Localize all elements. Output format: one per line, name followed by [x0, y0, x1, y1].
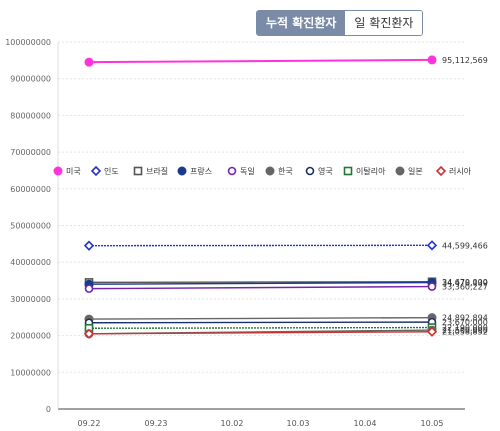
legend-marker	[90, 165, 102, 177]
legend-marker	[227, 166, 237, 176]
series-line-3	[88, 281, 433, 284]
daily-cases-tab[interactable]: 일 확진환자	[345, 11, 423, 35]
y-tick-label: 20000000	[10, 332, 51, 341]
y-tick-label: 0	[46, 405, 51, 414]
legend-marker	[435, 165, 447, 177]
series-end-label: 33,360,227	[442, 283, 488, 292]
legend-marker	[343, 166, 353, 176]
series-line-5	[88, 285, 433, 290]
series-end-label: 95,112,569	[442, 56, 488, 65]
y-tick-label: 60000000	[10, 185, 51, 194]
series-end-label: 24,892,894	[442, 314, 488, 323]
legend-label: 인도	[104, 166, 119, 176]
series-start-marker-10	[83, 328, 95, 339]
series-end-marker-2	[426, 240, 438, 251]
view-toggle: 누적 확진환자 일 확진환자	[256, 10, 424, 36]
series-line-7	[88, 321, 433, 324]
legend-label: 러시아	[449, 166, 472, 176]
series-end-label: 34,670,000	[442, 278, 488, 287]
legend-label: 영국	[318, 166, 333, 176]
x-tick-label: 10.02	[221, 419, 244, 428]
series-end-label: 23,670,000	[442, 318, 488, 327]
y-tick-label: 50000000	[10, 222, 51, 231]
series-end-label: 34,478,139	[442, 278, 488, 287]
y-tick-label: 90000000	[10, 75, 51, 84]
series-start-marker-5	[84, 284, 94, 293]
legend-marker	[265, 166, 275, 176]
series-end-marker-5	[427, 282, 437, 291]
series-end-label: 22,190,000	[442, 324, 488, 333]
series-end-marker-10	[426, 326, 438, 337]
legend-marker	[305, 166, 315, 176]
x-tick-label: 09.22	[78, 419, 101, 428]
series-end-label: 21,500,000	[442, 326, 488, 335]
series-end-label: 21,058,852	[442, 328, 488, 337]
x-tick-label: 09.23	[145, 419, 168, 428]
x-tick-label: 10.04	[354, 419, 377, 428]
legend-label: 프랑스	[190, 166, 212, 176]
y-tick-label: 10000000	[10, 368, 51, 377]
legend-label: 독일	[240, 167, 255, 176]
y-tick-label: 80000000	[10, 111, 51, 120]
series-line-10	[88, 331, 433, 335]
legend-label: 일본	[408, 167, 423, 176]
series-line-8	[88, 326, 433, 329]
y-tick-label: 30000000	[10, 295, 51, 304]
legend-label: 미국	[66, 167, 81, 176]
legend-label: 브라질	[146, 167, 168, 176]
y-tick-label: 100000000	[5, 38, 51, 47]
legend-label: 이탈리아	[356, 166, 386, 176]
y-tick-label: 70000000	[10, 148, 51, 157]
y-tick-label: 40000000	[10, 258, 51, 267]
legend-marker	[177, 166, 187, 176]
legend-marker	[53, 166, 63, 176]
legend-label: 한국	[278, 167, 293, 176]
cumulative-cases-tab[interactable]: 누적 확진환자	[257, 11, 346, 35]
series-end-label: 44,599,466	[442, 241, 488, 250]
series-line-6	[88, 316, 433, 320]
series-start-marker-2	[83, 240, 95, 251]
series-end-marker-1	[427, 55, 437, 65]
x-tick-label: 10.05	[421, 419, 444, 428]
series-start-marker-1	[84, 57, 94, 67]
series-line-1	[88, 58, 433, 64]
legend-marker	[133, 166, 143, 176]
x-tick-label: 10.03	[287, 419, 310, 428]
legend-marker	[395, 166, 405, 176]
series-line-4	[88, 281, 433, 285]
